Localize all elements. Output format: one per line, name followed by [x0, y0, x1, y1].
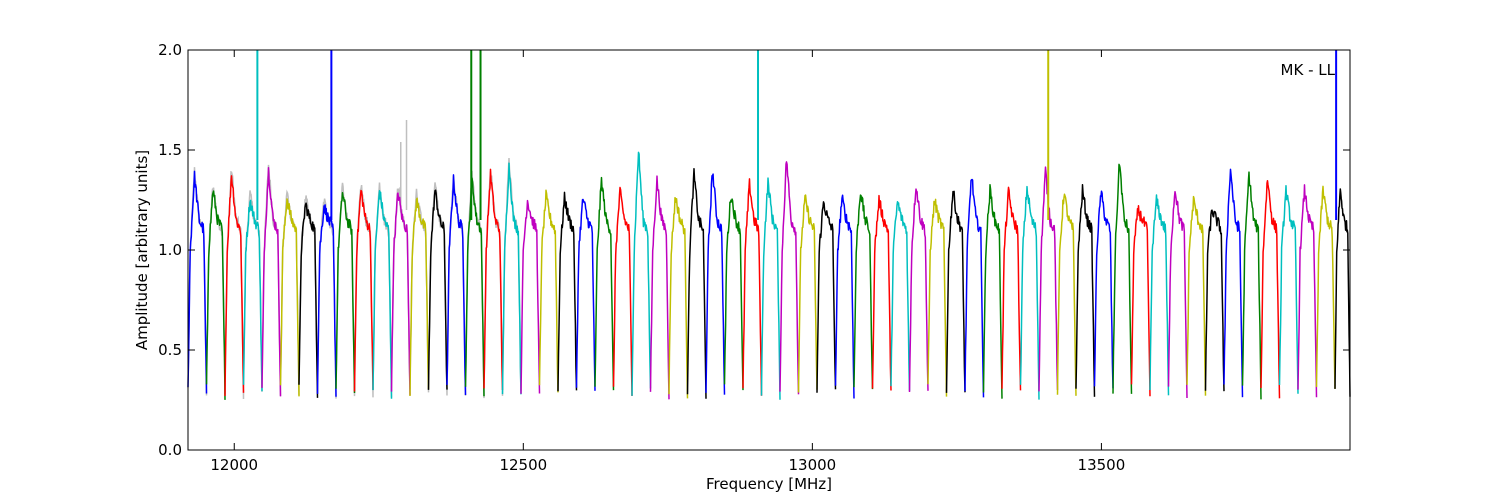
- series-group: [187, 151, 1351, 400]
- series-line-47: [1056, 193, 1077, 396]
- series-line-51: [1130, 205, 1151, 397]
- x-tick-label: 12000: [210, 456, 258, 474]
- series-line-36: [853, 194, 874, 390]
- x-axis: 12000 12500 13000 13500: [210, 50, 1125, 474]
- series-line-48: [1075, 184, 1096, 397]
- series-line-6: [298, 202, 319, 398]
- series-line-45: [1019, 185, 1040, 400]
- series-line-5: [279, 198, 300, 397]
- series-line-26: [668, 196, 689, 399]
- series-line-10: [372, 190, 393, 399]
- series-line-52: [1149, 194, 1170, 396]
- series-line-57: [1241, 171, 1262, 400]
- series-line-25: [649, 175, 670, 400]
- series-line-4: [261, 167, 282, 397]
- series-line-31: [760, 177, 781, 400]
- series-line-21: [575, 198, 596, 391]
- series-line-37: [871, 194, 892, 391]
- series-line-17: [501, 162, 522, 395]
- series-line-41: [945, 190, 966, 393]
- series-line-22: [594, 176, 615, 391]
- series-line-13: [427, 189, 448, 390]
- series-line-7: [316, 204, 337, 397]
- series-line-0: [187, 170, 208, 394]
- series-line-58: [1260, 179, 1281, 399]
- series-line-38: [890, 200, 911, 391]
- series-line-27: [686, 167, 707, 399]
- series-line-49: [1093, 190, 1114, 389]
- series-line-50: [1112, 163, 1133, 394]
- series-line-8: [335, 192, 356, 394]
- x-axis-label: Frequency [MHz]: [706, 475, 832, 493]
- series-line-14: [446, 174, 467, 396]
- series-line-16: [483, 168, 504, 391]
- series-line-34: [816, 201, 837, 393]
- y-tick-label: 1.0: [158, 241, 182, 259]
- series-line-42: [964, 178, 985, 398]
- series-line-39: [908, 188, 929, 393]
- series-line-54: [1186, 195, 1207, 396]
- series-line-35: [834, 194, 855, 399]
- y-tick-label: 0.0: [158, 441, 182, 459]
- series-line-55: [1204, 209, 1225, 392]
- y-tick-label: 2.0: [158, 41, 182, 59]
- series-line-59: [1278, 185, 1299, 394]
- series-line-23: [612, 186, 633, 396]
- series-line-1: [205, 190, 226, 400]
- series-line-53: [1167, 190, 1188, 399]
- y-tick-label: 1.5: [158, 141, 182, 159]
- spike-group: [256, 50, 1338, 220]
- series-line-11: [390, 192, 411, 396]
- y-tick-label: 0.5: [158, 341, 182, 359]
- series-line-20: [557, 191, 578, 392]
- x-tick-label: 13500: [1078, 456, 1126, 474]
- series-line-28: [705, 173, 726, 395]
- series-line-12: [409, 197, 430, 397]
- series-line-33: [797, 194, 818, 393]
- x-tick-label: 13000: [788, 456, 836, 474]
- series-line-19: [538, 189, 559, 393]
- series-line-56: [1223, 168, 1244, 398]
- y-axis: 0.0 0.5 1.0 1.5 2.0: [158, 41, 1350, 459]
- y-axis-label: Amplitude [arbitrary units]: [133, 150, 151, 350]
- chart-annotation: MK - LL: [1281, 61, 1336, 79]
- series-line-3: [242, 199, 263, 392]
- series-line-40: [927, 198, 948, 397]
- series-line-60: [1297, 184, 1318, 398]
- series-line-44: [1001, 186, 1022, 391]
- series-line-18: [520, 199, 541, 394]
- series-line-15: [464, 177, 485, 397]
- series-line-30: [742, 178, 763, 396]
- series-line-43: [982, 184, 1003, 399]
- series-line-9: [353, 189, 374, 392]
- series-line-62: [1334, 188, 1351, 397]
- series-line-32: [779, 161, 800, 395]
- series-line-29: [723, 198, 744, 391]
- series-line-24: [631, 151, 652, 396]
- x-tick-label: 12500: [499, 456, 547, 474]
- series-line-2: [224, 175, 245, 397]
- series-line-61: [1315, 185, 1336, 389]
